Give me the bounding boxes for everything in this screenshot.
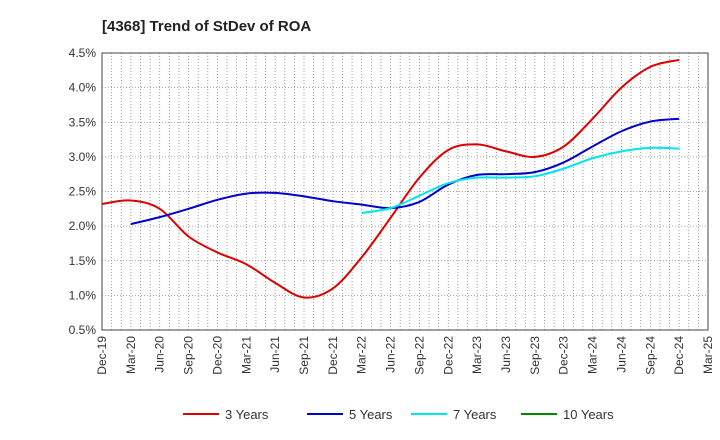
x-tick-label: Dec-20 — [210, 336, 224, 375]
series-line-5-years — [130, 117, 680, 226]
y-tick-label: 3.5% — [69, 115, 97, 129]
x-tick-label: Jun-22 — [384, 336, 398, 373]
x-tick-label: Mar-24 — [586, 336, 600, 374]
x-tick-label: Sep-24 — [643, 336, 657, 375]
legend-label: 7 Years — [453, 407, 497, 422]
x-tick-label: Sep-20 — [182, 336, 196, 375]
x-tick-label: Sep-21 — [297, 336, 311, 375]
legend-label: 10 Years — [563, 407, 614, 422]
y-tick-label: 4.0% — [69, 81, 97, 95]
x-tick-label: Mar-22 — [355, 336, 369, 374]
plot-frame — [101, 52, 709, 331]
legend-label: 3 Years — [225, 407, 269, 422]
x-tick-label: Jun-24 — [614, 336, 628, 373]
legend-label: 5 Years — [349, 407, 393, 422]
y-tick-label: 2.0% — [69, 219, 97, 233]
x-tick-label: Jun-20 — [153, 336, 167, 373]
x-tick-label: Dec-24 — [672, 336, 686, 375]
x-tick-label: Dec-23 — [557, 336, 571, 375]
x-axis: Dec-19 Mar-20 Jun-20 Sep-20 Dec-20 Mar-21 Jun-… — [95, 336, 715, 375]
x-tick-label: Sep-22 — [412, 336, 426, 375]
series-line-7-years — [361, 146, 680, 214]
x-tick-label: Mar-20 — [124, 336, 138, 374]
y-axis: 0.5% 1.0% 1.5% 2.0% 2.5% 3.0% 3.5% 4.0% 4.5% — [69, 46, 97, 337]
y-tick-label: 4.5% — [69, 46, 97, 60]
x-tick-label: Sep-23 — [528, 336, 542, 375]
x-tick-label: Jun-21 — [268, 336, 282, 373]
legend: 3 Years 5 Years 7 Years 10 Years — [183, 407, 614, 422]
series-lines — [101, 58, 680, 299]
x-tick-label: Dec-21 — [326, 336, 340, 375]
x-tick-label: Dec-22 — [441, 336, 455, 375]
x-tick-label: Jun-23 — [499, 336, 513, 373]
x-tick-label: Mar-21 — [239, 336, 253, 374]
x-tick-label: Dec-19 — [95, 336, 109, 375]
y-tick-label: 1.0% — [69, 288, 97, 302]
y-tick-label: 1.5% — [69, 254, 97, 268]
x-tick-label: Mar-25 — [701, 336, 715, 374]
series-line-3-years — [101, 58, 680, 299]
y-tick-label: 2.5% — [69, 185, 97, 199]
y-tick-label: 3.0% — [69, 150, 97, 164]
y-tick-label: 0.5% — [69, 323, 97, 337]
x-tick-label: Mar-23 — [470, 336, 484, 374]
chart-title: [4368] Trend of StDev of ROA — [102, 18, 311, 35]
